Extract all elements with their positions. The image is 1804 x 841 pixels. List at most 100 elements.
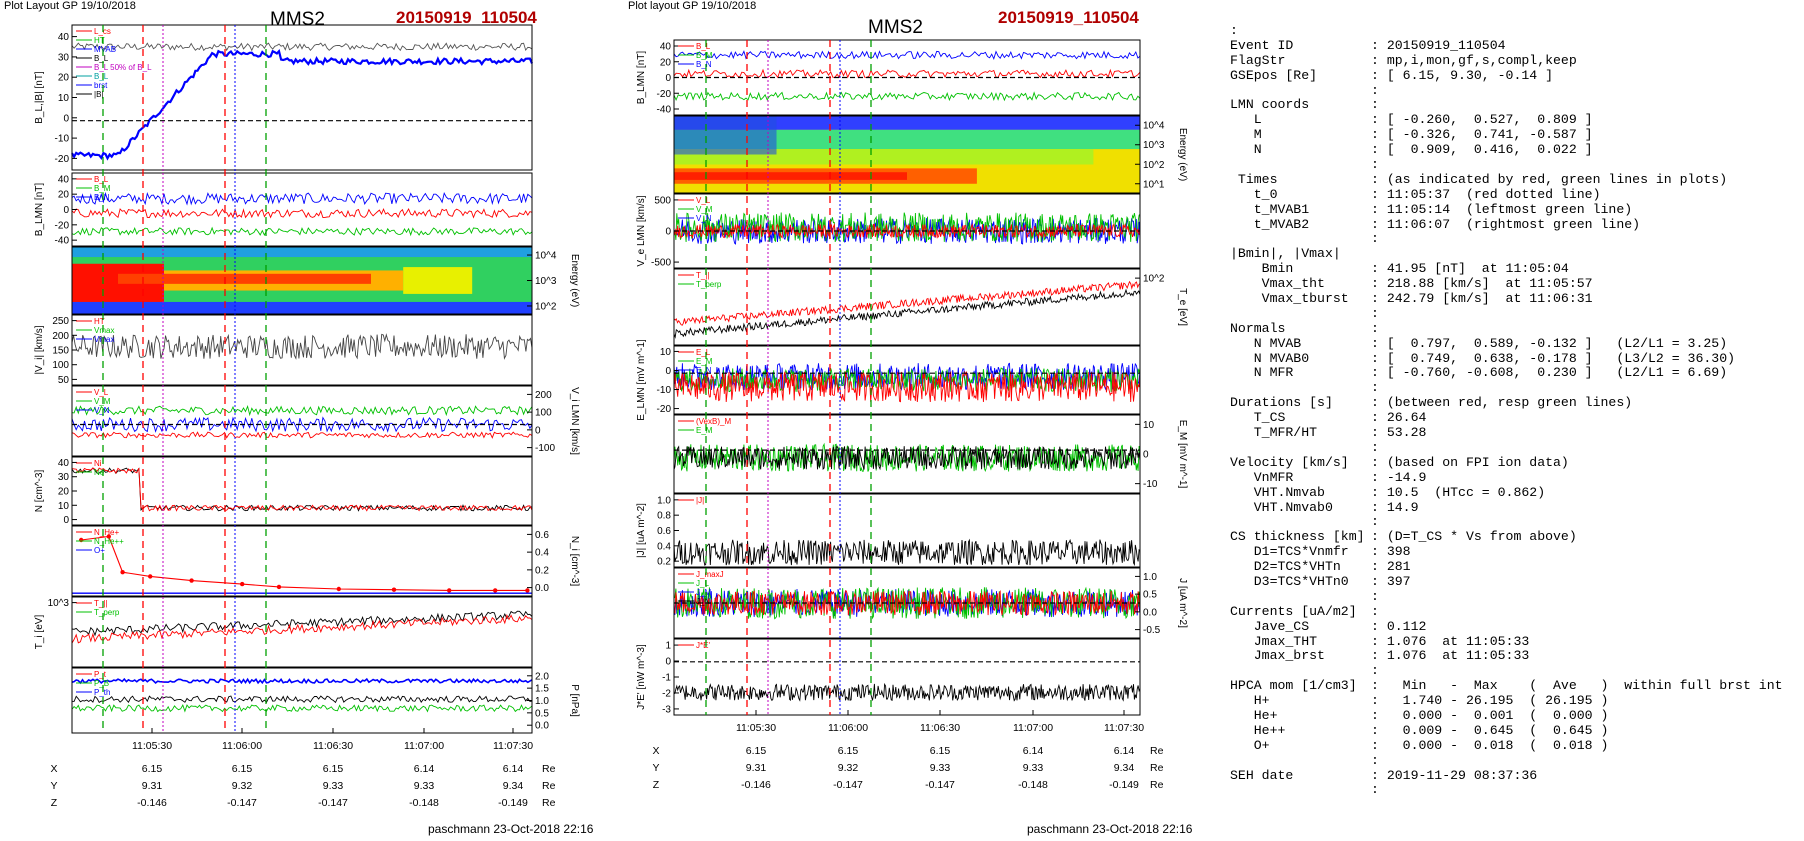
pos-unit: Re	[1150, 779, 1164, 791]
info-line: He++: 0.009 - 0.645 ( 0.645 )	[1230, 723, 1800, 739]
pos-row-label: Z	[653, 779, 660, 791]
info-label: N MVAB0	[1230, 350, 1310, 366]
y-axis-label: T_e [eV]	[1177, 288, 1188, 326]
tick-label: -0.5	[1143, 625, 1161, 636]
y-axis-label: P [nPa]	[569, 684, 580, 717]
info-value: : 2019-11-29 08:37:36	[1371, 767, 1538, 783]
tick-label: -20	[55, 220, 70, 231]
legend-label: B_M	[94, 184, 111, 193]
info-line: T_CS: 26.64	[1230, 410, 1800, 426]
legend-label: N_He++	[94, 537, 124, 546]
info-value: : [ 6.15, 9.30, -0.14 ]	[1371, 67, 1554, 83]
he-line	[81, 535, 528, 591]
legend-label: E_N	[696, 366, 712, 375]
pos-value: 9.33	[414, 780, 435, 792]
series-line	[71, 333, 533, 360]
tick-label: -1	[662, 673, 671, 684]
tick-label: 10^3	[1143, 140, 1165, 151]
info-value: :	[1371, 603, 1379, 619]
info-label: O+	[1230, 737, 1270, 753]
panel-8	[71, 596, 533, 668]
legend-label: Ne	[94, 468, 105, 477]
x-tick-label: 11:07:30	[1104, 722, 1144, 734]
series-line	[673, 68, 1141, 79]
info-label: N MFR	[1230, 365, 1294, 381]
panel-1	[673, 39, 1141, 116]
info-line: H+: 1.740 - 26.195 ( 26.195 )	[1230, 693, 1800, 709]
series-line	[673, 445, 1141, 471]
y-axis-label: B_LMN [nT]	[34, 183, 45, 237]
info-value: : [ 0.749, 0.638, -0.178 ] (L3/L2 = 36.3…	[1371, 350, 1736, 366]
info-line: N MVAB: [ 0.797, 0.589, -0.132 ] (L2/L1 …	[1230, 335, 1800, 352]
info-line: Velocity [km/s]: (based on FPI ion data)	[1230, 455, 1800, 471]
info-line: :	[1230, 589, 1800, 605]
x-tick-label: 11:05:30	[132, 740, 172, 752]
y-axis-label: B_L,|B| [nT]	[34, 71, 45, 124]
x-tick-label: 11:06:30	[920, 722, 960, 734]
pos-value: 6.15	[930, 745, 951, 757]
spectrogram-band	[674, 149, 1094, 165]
panel-3	[71, 246, 533, 315]
tick-label: 250	[52, 316, 69, 327]
info-value: : 26.64	[1371, 410, 1427, 426]
legend-label: B_L	[94, 72, 109, 81]
info-line: HPCA mom [1/cm3]: Min - Max ( Ave ) with…	[1230, 678, 1800, 694]
info-label: :	[1230, 23, 1238, 38]
y-axis-label: Energy (eV)	[1177, 128, 1188, 181]
he-point	[240, 581, 245, 587]
info-line: GSEpos [Re]: [ 6.15, 9.30, -0.14 ]	[1230, 67, 1800, 84]
info-label: He+	[1230, 707, 1278, 723]
he-point	[336, 586, 341, 592]
panel-6	[673, 414, 1141, 494]
panel-frame	[673, 638, 1141, 716]
legend-label: J_M	[696, 588, 711, 597]
pos-value: 6.14	[503, 763, 524, 775]
spectrogram-band	[72, 301, 532, 314]
pos-value: 6.15	[142, 763, 163, 775]
legend-label: V_N	[696, 214, 712, 223]
tick-label: -2	[662, 688, 671, 699]
info-line: N MVAB0 : [ 0.749, 0.638, -0.178 ] (L3/L2…	[1230, 350, 1800, 367]
series-line	[71, 191, 533, 206]
legend-label: B_L	[94, 175, 109, 184]
pos-value: 6.15	[232, 763, 253, 775]
tick-label: 0	[665, 227, 671, 238]
mid-title: MMS2	[868, 17, 923, 38]
info-label: N MVAB	[1230, 335, 1302, 351]
tick-label: 1	[665, 641, 671, 652]
info-line: :	[1230, 440, 1800, 456]
info-value: : [ -0.326, 0.741, -0.587 ]	[1371, 127, 1593, 143]
series-line	[71, 416, 533, 433]
info-label: M	[1230, 127, 1262, 143]
he-point	[493, 588, 498, 593]
tick-label: 0.4	[657, 541, 671, 552]
series-line	[71, 207, 533, 219]
pos-unit: Re	[542, 780, 556, 792]
he-point	[106, 534, 112, 539]
tick-label: 10^2	[535, 301, 557, 312]
tick-label: 0	[63, 515, 69, 526]
tick-label: 40	[58, 32, 70, 43]
spectrogram-band	[72, 263, 164, 304]
panel-2	[71, 172, 533, 247]
series-line	[673, 222, 1141, 240]
tick-label: 10^2	[1143, 160, 1165, 171]
legend-label: P_th	[94, 688, 110, 697]
he-point	[120, 570, 125, 575]
tick-label: 30	[58, 52, 70, 63]
tick-label: 0	[665, 657, 671, 668]
tick-label: 10^2	[1143, 274, 1165, 285]
y-axis-label: B_LMN [nT]	[636, 51, 647, 105]
pos-value: 6.14	[1114, 745, 1135, 757]
info-value: : 0.000 - 0.018 ( 0.018 )	[1371, 737, 1609, 753]
series-line	[673, 280, 1141, 326]
info-value: :	[1371, 380, 1379, 396]
panel-frame	[71, 385, 533, 457]
legend-label: brst	[94, 81, 108, 90]
info-label: VnMFR	[1230, 469, 1294, 485]
info-value: : 11:06:07 (rightmost green line)	[1371, 216, 1641, 232]
tick-label: 0.2	[657, 557, 671, 568]
info-label: VHT.Nmvab0	[1230, 499, 1333, 515]
legend-label: B_L	[696, 42, 711, 51]
mid-event-id: 20150919_110504	[998, 8, 1139, 27]
